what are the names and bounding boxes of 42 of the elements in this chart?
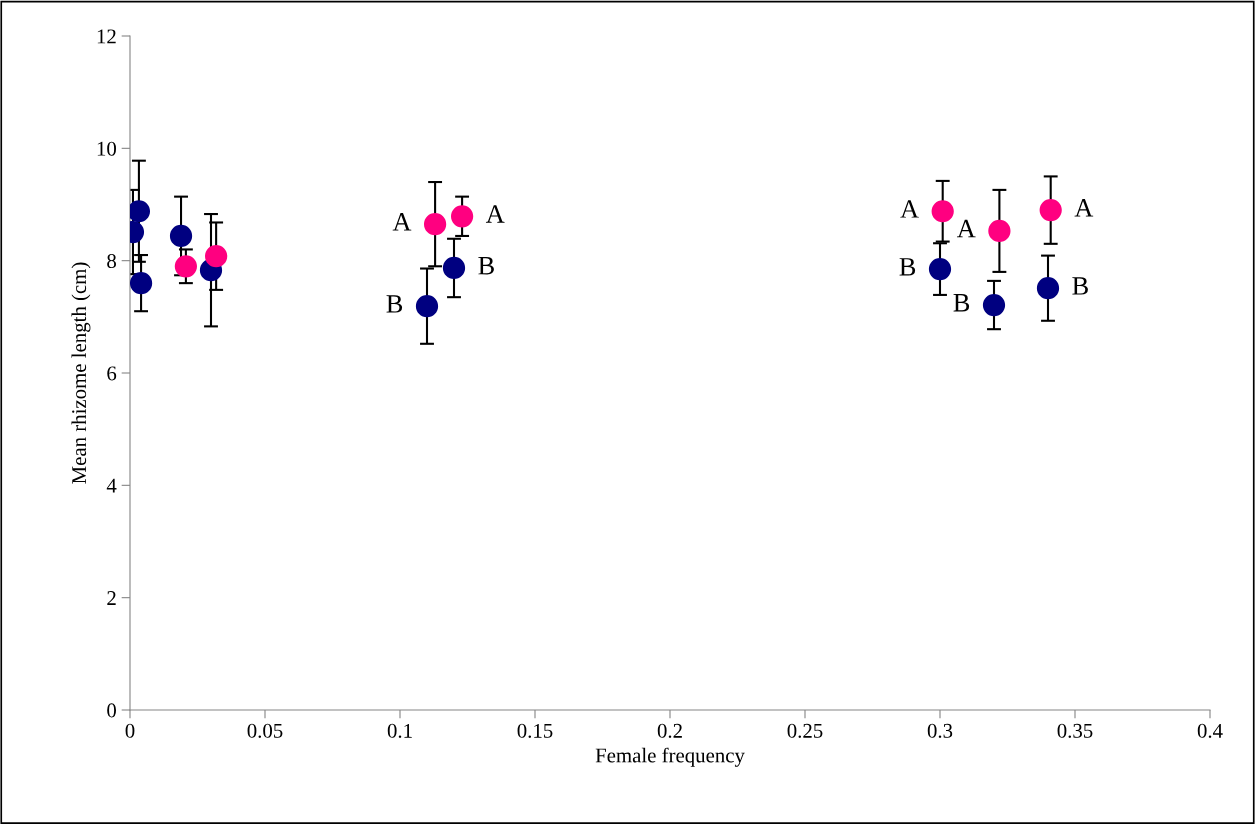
point (415, 295, 439, 318)
point (174, 255, 197, 278)
x-tick-label: 0.15 (517, 723, 553, 738)
y-tick-label: 10 (97, 141, 117, 156)
point (205, 245, 228, 268)
point (130, 272, 153, 295)
y-axis-title: Mean rhizome length (cm) (71, 262, 91, 484)
annotation: B (953, 294, 970, 312)
y-tick-label: 6 (107, 366, 117, 381)
y-tick-label: 4 (106, 478, 117, 493)
x-tick-label: 0.25 (787, 723, 823, 738)
point (982, 293, 1006, 317)
y-tick-label: 8 (107, 254, 117, 269)
point (450, 205, 474, 228)
x-tick-label: 0.2 (657, 723, 682, 738)
point (1036, 277, 1060, 300)
annotation: B (1072, 277, 1088, 295)
y-tick-label: 2 (107, 591, 116, 605)
annotation: B (386, 295, 403, 313)
x-axis-title: Female frequency (595, 747, 745, 767)
x-tick-label: 0.05 (247, 723, 283, 738)
x-tick-label: 0.4 (1197, 723, 1223, 738)
y-tick-label: 12 (97, 29, 116, 44)
annotation: A (1074, 199, 1094, 217)
x-tick-label: 0.1 (387, 723, 412, 738)
point (423, 213, 447, 236)
point (1039, 199, 1062, 222)
point (988, 219, 1011, 243)
x-tick-label: 0.3 (927, 723, 953, 738)
point (928, 257, 952, 281)
annotation: A (392, 213, 412, 231)
annotation: A (485, 205, 505, 223)
point (169, 224, 193, 248)
point (931, 200, 954, 223)
annotation: A (900, 200, 919, 218)
x-tick-label: 0 (125, 723, 135, 738)
point (442, 256, 466, 280)
annotation: B (899, 258, 916, 276)
annotation: A (956, 219, 976, 238)
y-tick-label: 0 (107, 703, 117, 718)
annotation: B (478, 257, 494, 275)
x-tick-label: 0.35 (1057, 723, 1093, 738)
